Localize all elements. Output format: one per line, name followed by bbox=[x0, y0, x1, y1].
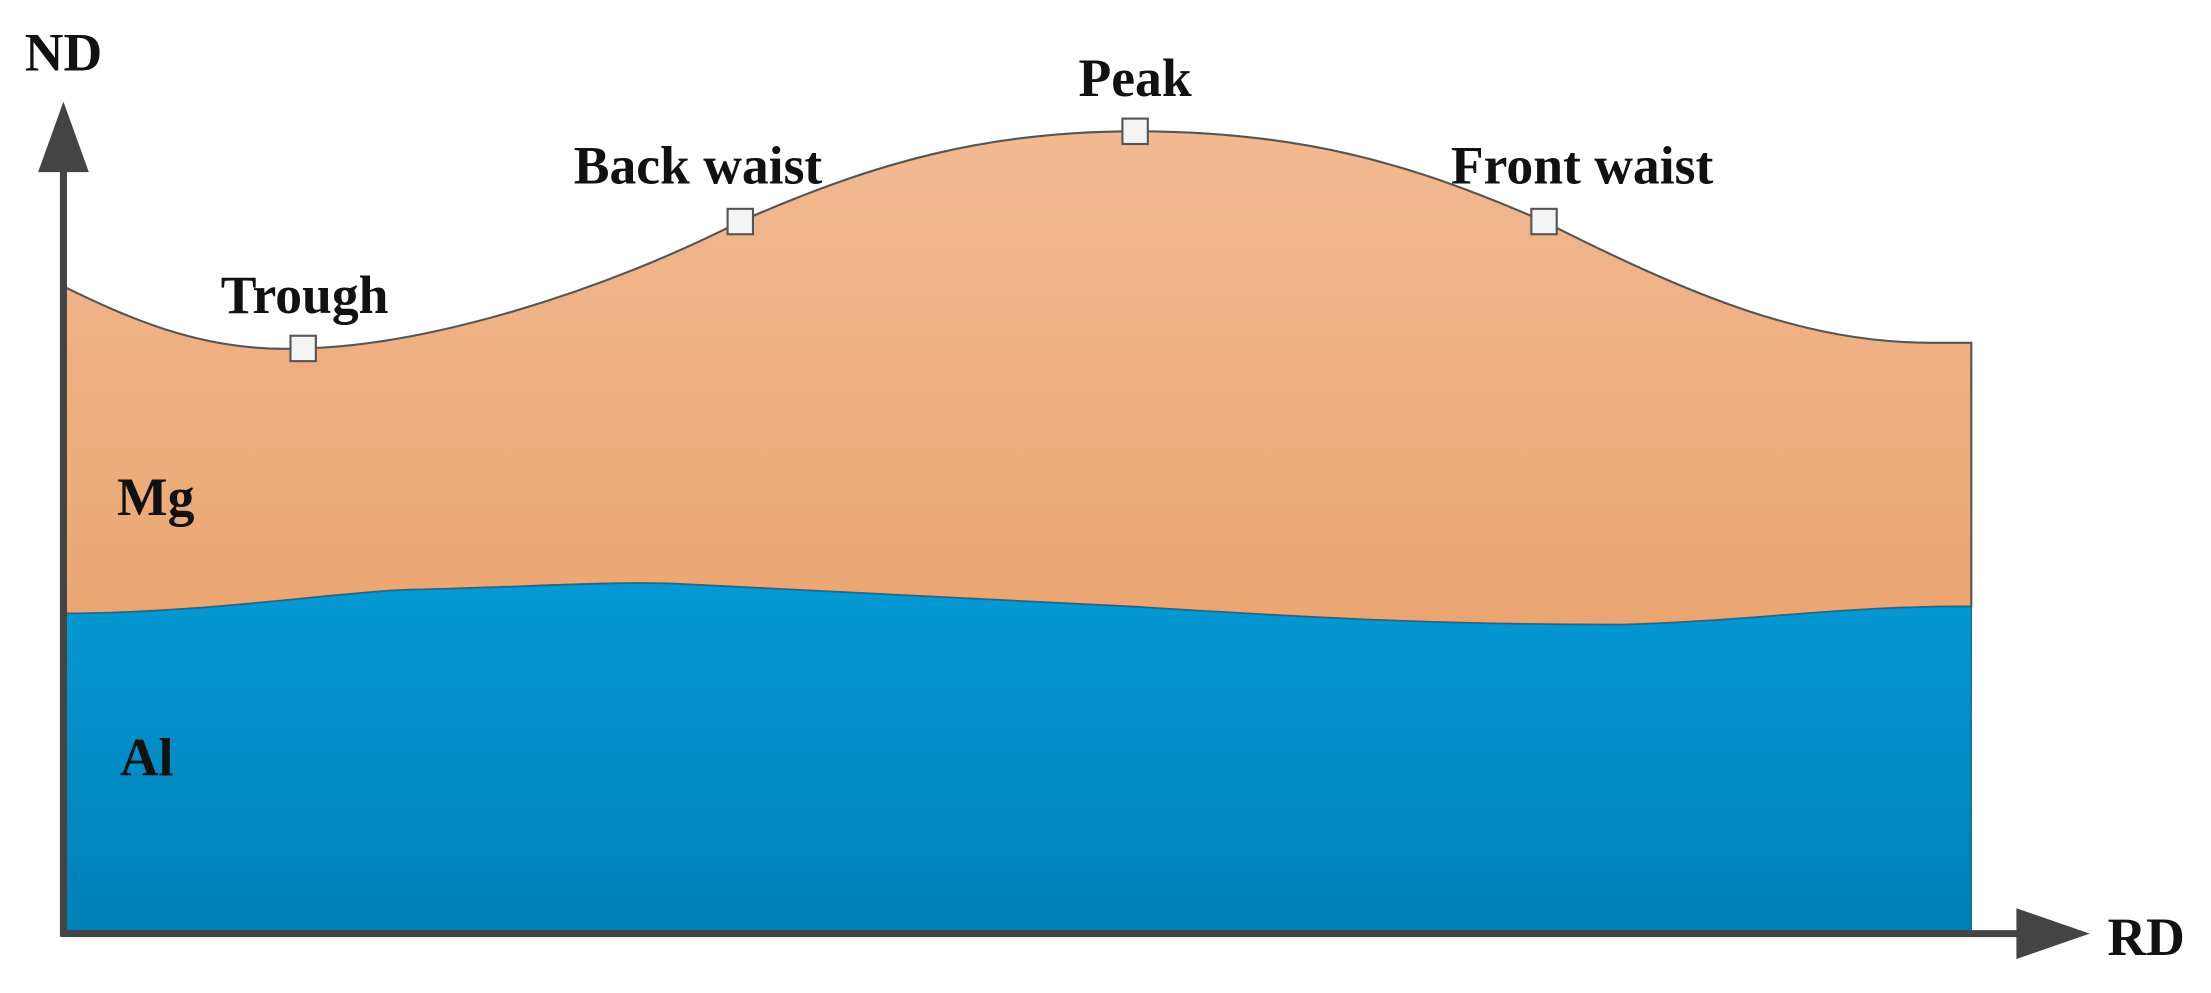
y-axis-label: ND bbox=[25, 23, 102, 83]
layer-label: Mg bbox=[117, 467, 195, 527]
x-axis-label: RD bbox=[2107, 907, 2184, 967]
back-waist-marker bbox=[726, 207, 755, 236]
point-label: Trough bbox=[221, 265, 389, 325]
y-arrow bbox=[38, 101, 89, 173]
al-layer bbox=[62, 582, 1972, 935]
trough-marker bbox=[289, 334, 317, 363]
mg-layer bbox=[62, 130, 1973, 626]
x-arrow bbox=[2016, 908, 2090, 960]
peak-marker bbox=[1121, 117, 1149, 146]
point-label: Peak bbox=[1079, 48, 1192, 108]
front-waist-marker bbox=[1530, 207, 1558, 236]
layer-label: Al bbox=[120, 728, 174, 788]
point-label: Back waist bbox=[574, 135, 823, 195]
point-label: Front waist bbox=[1451, 135, 1714, 195]
